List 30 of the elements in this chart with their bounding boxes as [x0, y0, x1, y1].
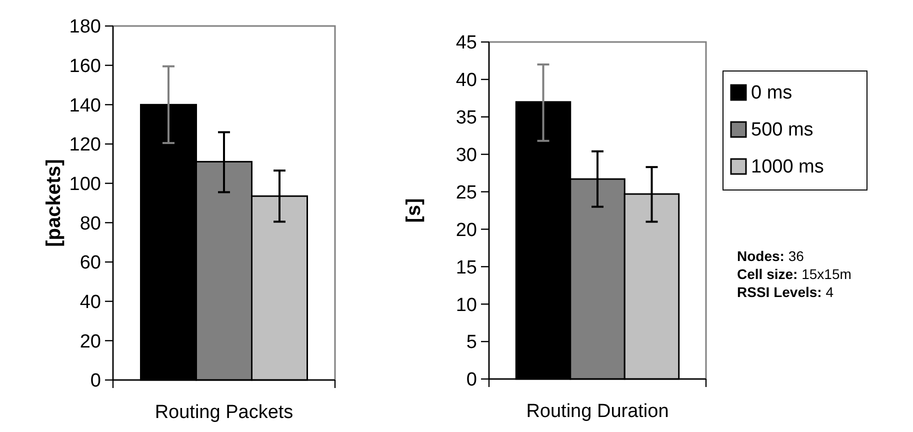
y-tick-label: 140	[69, 95, 101, 116]
y-tick-label: 0	[466, 370, 477, 391]
y-tick-label: 40	[456, 70, 477, 92]
text: Cell size: 15x15m	[737, 266, 852, 282]
y-tick-label: 45	[456, 32, 477, 54]
x-tick-label: Routing Packets	[154, 402, 294, 423]
legend-label: 0 ms	[751, 82, 792, 104]
y-tick-label: 40	[80, 292, 101, 313]
y-tick-label: 120	[69, 134, 101, 156]
y-tick-label: 20	[456, 220, 477, 241]
text: Nodes: 36	[737, 248, 804, 264]
y-tick-label: 80	[80, 213, 101, 234]
y-tick-label: 60	[80, 252, 101, 274]
y-tick-label: 25	[456, 182, 477, 204]
y-tick-label: 160	[69, 56, 101, 77]
y-tick-label: 20	[80, 331, 101, 352]
y-tick-label: 35	[456, 108, 477, 129]
y-tick-label: 0	[90, 370, 101, 392]
y-axis-title: [packets]	[43, 159, 65, 247]
y-tick-label: 180	[69, 16, 101, 38]
text: RSSI Levels: 4	[737, 284, 834, 300]
y-tick-label: 5	[466, 332, 477, 354]
legend-label: 1000 ms	[751, 156, 824, 178]
legend-label: 500 ms	[751, 120, 814, 141]
y-tick-label: 100	[69, 174, 101, 195]
y-tick-label: 10	[456, 294, 477, 316]
y-tick-label: 30	[456, 144, 477, 166]
y-tick-label: 15	[456, 257, 477, 278]
y-axis-title: [s]	[403, 198, 425, 223]
x-tick-label: Routing Duration	[526, 401, 669, 422]
